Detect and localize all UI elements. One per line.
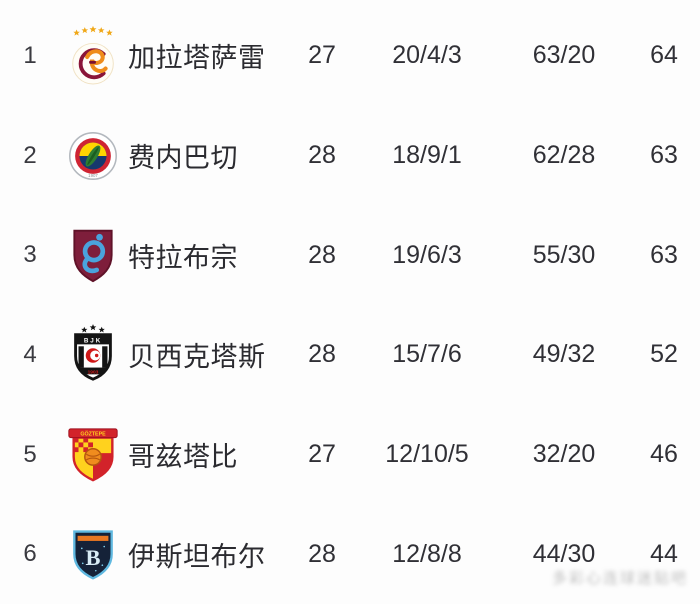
wdl-cell: 15/7/6 (392, 340, 462, 369)
svg-text:1903: 1903 (88, 369, 99, 375)
rank-cell: 3 (23, 241, 37, 269)
points-cell: 44 (650, 539, 678, 568)
team-name: 费内巴切 (128, 143, 238, 173)
points-cell: 63 (650, 240, 678, 269)
istanbul-logo: B (60, 523, 126, 585)
points-cell: 46 (650, 440, 678, 469)
points-cell: 63 (650, 141, 678, 169)
team-name: 加拉塔萨雷 (128, 43, 266, 74)
team-name: 哥兹塔比 (128, 442, 238, 473)
goals-cell: 49/32 (532, 340, 596, 369)
wdl-cell: 18/9/1 (392, 141, 462, 169)
played-cell: 27 (308, 440, 336, 469)
played-cell: 28 (308, 240, 336, 269)
goals-cell: 62/28 (532, 141, 596, 169)
table-row[interactable]: 2 1907 费内巴切 28 18/9/1 62/28 63 (0, 106, 700, 206)
played-cell: 27 (308, 41, 336, 70)
galatasaray-logo (60, 24, 126, 88)
wdl-cell: 12/10/5 (385, 440, 469, 469)
table-row[interactable]: 6 B 伊斯坦布尔 28 12/8/8 44/30 44 (0, 504, 700, 604)
svg-text:1907: 1907 (88, 172, 98, 177)
trabzonspor-logo (60, 224, 126, 286)
team-name: 贝西克塔斯 (128, 342, 266, 373)
besiktas-logo: BJK 1903 (60, 323, 126, 387)
table-row[interactable]: 5 GÖZTEPE 哥兹塔比 27 12/10/5 (0, 405, 700, 505)
table-row[interactable]: 3 特拉布宗 28 19/6/3 55/30 63 (0, 205, 700, 305)
points-cell: 52 (650, 340, 678, 369)
svg-text:BJK: BJK (84, 337, 102, 344)
table-row[interactable]: 1 加拉塔萨雷 27 20/4/3 63/20 64 (0, 6, 700, 106)
table-row[interactable]: 4 BJK 1903 (0, 305, 700, 405)
svg-text:B: B (86, 545, 101, 570)
rank-cell: 4 (23, 340, 37, 368)
rank-cell: 6 (23, 540, 37, 568)
goals-cell: 63/20 (532, 41, 596, 70)
goztepe-logo: GÖZTEPE (60, 424, 126, 486)
fenerbahce-logo: 1907 (60, 125, 126, 187)
wdl-cell: 20/4/3 (392, 41, 462, 70)
wdl-cell: 12/8/8 (392, 539, 462, 568)
svg-text:GÖZTEPE: GÖZTEPE (80, 430, 106, 437)
played-cell: 28 (308, 340, 336, 369)
rank-cell: 1 (23, 41, 37, 69)
played-cell: 28 (308, 141, 336, 169)
goals-cell: 32/20 (532, 440, 596, 469)
rank-cell: 2 (23, 141, 37, 169)
played-cell: 28 (308, 539, 336, 568)
team-name: 伊斯坦布尔 (128, 541, 266, 572)
rank-cell: 5 (23, 440, 37, 468)
team-name: 特拉布宗 (128, 242, 238, 273)
points-cell: 64 (650, 41, 678, 70)
goals-cell: 44/30 (532, 539, 596, 568)
wdl-cell: 19/6/3 (392, 240, 462, 269)
goals-cell: 55/30 (532, 240, 596, 269)
